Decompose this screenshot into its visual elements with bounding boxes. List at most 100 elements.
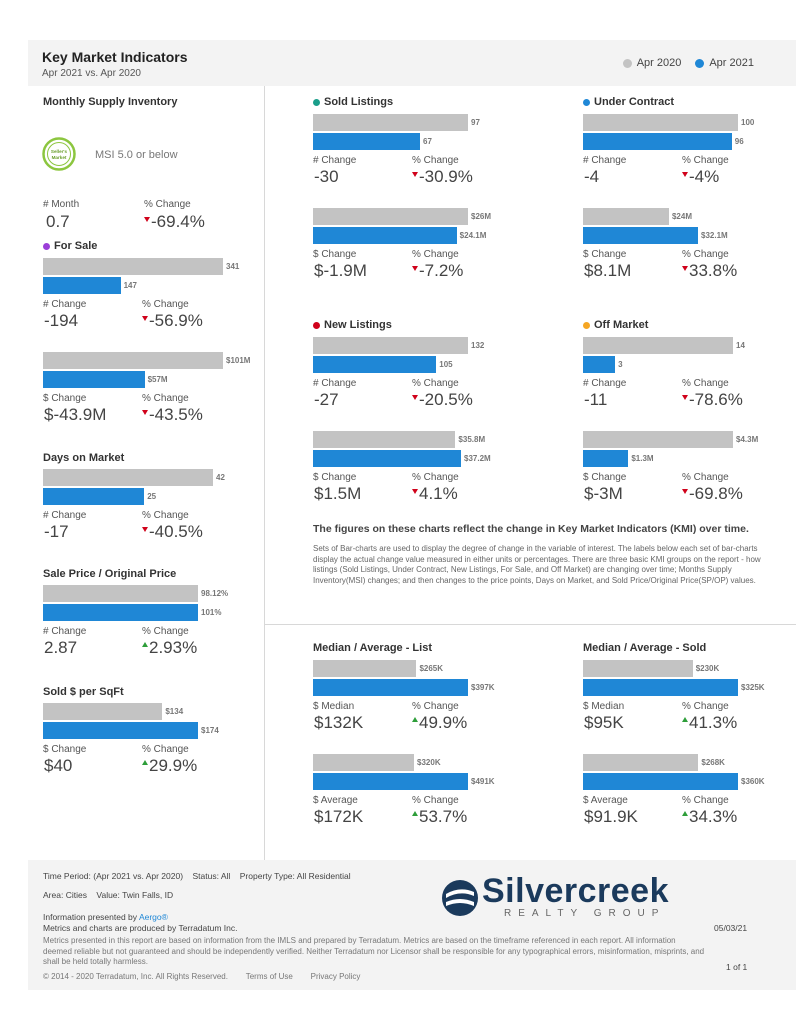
value-label: Value: bbox=[96, 890, 120, 900]
sale-price-orig-label-2021: 101% bbox=[201, 608, 222, 617]
msi-pct-text: -69.4% bbox=[151, 212, 205, 231]
sale-price-orig-pct-label: % Change bbox=[142, 626, 189, 637]
sale-price-orig-pct-text: 2.93% bbox=[149, 638, 198, 657]
footer-meta-line-1: Time Period: (Apr 2021 vs. Apr 2020) Sta… bbox=[43, 871, 351, 881]
new-listings-dollar-bar-2020 bbox=[313, 431, 456, 448]
for-sale-count-pct-value: -56.9% bbox=[142, 311, 203, 331]
new-listings-count-bar-2020 bbox=[313, 337, 468, 354]
legend-label: Apr 2021 bbox=[709, 57, 754, 69]
arrow-up-icon bbox=[682, 717, 688, 722]
under-contract-count-pct-value: -4% bbox=[682, 167, 719, 187]
for-sale-count-label-2021: 147 bbox=[123, 281, 137, 290]
sold-median-label-2021: $325K bbox=[741, 683, 765, 692]
days-on-market-change-label: # Change bbox=[43, 510, 87, 521]
for-sale-dollar-pct-label: % Change bbox=[142, 393, 189, 404]
sold-count-change-label: # Change bbox=[313, 155, 357, 166]
legend-label: Apr 2020 bbox=[636, 57, 682, 69]
under-contract-dollar-pct-value: 33.8% bbox=[682, 261, 737, 281]
sold-average-label-2020: $268K bbox=[701, 758, 725, 767]
list-median-pct-label: % Change bbox=[412, 701, 459, 712]
list-median-pct-value: 49.9% bbox=[412, 713, 467, 733]
under-contract-count-bar-2021 bbox=[583, 133, 732, 150]
for-sale-count-pct-label: % Change bbox=[142, 299, 189, 310]
sellers-market-badge-icon: Seller's Market bbox=[42, 137, 76, 171]
for-sale-dollar-bar-2021 bbox=[43, 371, 145, 388]
value-value: Twin Falls, ID bbox=[122, 890, 174, 900]
new-listings-dollar-pct-label: % Change bbox=[412, 472, 459, 483]
list-median-title: Median / Average - List bbox=[313, 642, 432, 654]
arrow-down-icon bbox=[412, 172, 418, 177]
page-number: 1 of 1 bbox=[726, 962, 748, 972]
under-contract-dollar-change-value: $8.1M bbox=[584, 261, 632, 280]
off-market-dollar-pct-label: % Change bbox=[682, 472, 729, 483]
under-contract-dollar-label-2020: $24M bbox=[671, 212, 692, 221]
new-listings-dollar-change-label: $ Change bbox=[313, 472, 357, 483]
chart-legend: Apr 2020 Apr 2021 bbox=[622, 57, 754, 69]
off-market-dollar-bar-2021 bbox=[583, 450, 629, 467]
sold-per-sqft-bar-2021 bbox=[43, 722, 198, 739]
presented-by-label: Information presented by bbox=[43, 912, 138, 922]
page-title: Key Market Indicators bbox=[42, 49, 188, 65]
for-sale-count-label-2020: 341 bbox=[226, 262, 240, 271]
arrow-down-icon bbox=[142, 527, 148, 532]
for-sale-dollar-label-2020: $101M bbox=[226, 356, 251, 365]
under-contract-dollar-bar-2020 bbox=[583, 208, 669, 225]
sold-average-change-label: $ Average bbox=[583, 795, 628, 806]
sold-count-title-text: Sold Listings bbox=[324, 96, 394, 108]
off-market-count-bar-2020 bbox=[583, 337, 733, 354]
off-market-dollar-pct-value: -69.8% bbox=[682, 484, 743, 504]
produced-by: Metrics and charts are produced by Terra… bbox=[43, 923, 238, 933]
list-median-bar-2021 bbox=[313, 679, 468, 696]
sold-dollar-pct-label: % Change bbox=[412, 249, 459, 260]
footer-links: © 2014 - 2020 Terradatum, Inc. All Right… bbox=[43, 972, 360, 983]
under-contract-count-title-text: Under Contract bbox=[594, 96, 675, 108]
arrow-down-icon bbox=[682, 489, 688, 494]
new-listings-count-label-2021: 105 bbox=[439, 360, 453, 369]
privacy-link[interactable]: Privacy Policy bbox=[310, 972, 361, 981]
sold-dollar-change-label: $ Change bbox=[313, 249, 357, 260]
off-market-dollar-change-value: $-3M bbox=[584, 484, 623, 503]
list-median-change-value: $132K bbox=[314, 713, 364, 732]
under-contract-count-pct-label: % Change bbox=[682, 155, 729, 166]
new-listings-count-title-text: New Listings bbox=[324, 319, 392, 331]
report-header: Key Market Indicators Apr 2021 vs. Apr 2… bbox=[28, 40, 796, 86]
sold-average-pct-text: 34.3% bbox=[689, 807, 738, 826]
new-listings-count-pct-text: -20.5% bbox=[419, 390, 473, 409]
terms-link[interactable]: Terms of Use bbox=[245, 972, 293, 981]
sold-average-pct-label: % Change bbox=[682, 795, 729, 806]
arrow-down-icon bbox=[142, 316, 148, 321]
logo-mark-icon bbox=[442, 880, 478, 916]
msi-pct-value: -69.4% bbox=[144, 212, 205, 232]
sold-median-bar-2021 bbox=[583, 679, 738, 696]
silvercreek-logo: Silvercreek REALTY GROUP bbox=[440, 872, 700, 922]
list-median-label-2020: $265K bbox=[419, 664, 444, 673]
sold-count-title: Sold Listings bbox=[313, 96, 393, 108]
msi-month-value: 0.7 bbox=[46, 212, 70, 231]
title-dot-icon bbox=[583, 98, 590, 106]
sold-median-pct-text: 41.3% bbox=[689, 713, 738, 732]
arrow-down-icon bbox=[412, 266, 418, 271]
for-sale-count-change-label: # Change bbox=[43, 299, 87, 310]
new-listings-count-pct-value: -20.5% bbox=[412, 390, 473, 410]
new-listings-count-change-value: -27 bbox=[314, 390, 339, 409]
svg-text:Market: Market bbox=[52, 155, 67, 160]
new-listings-count-pct-label: % Change bbox=[412, 378, 459, 389]
list-average-label-2021: $491K bbox=[471, 777, 495, 786]
aergo-link[interactable]: Aergo® bbox=[138, 912, 168, 922]
for-sale-count-pct-text: -56.9% bbox=[149, 311, 203, 330]
off-market-dollar-label-2020: $4.3M bbox=[736, 435, 759, 444]
new-listings-dollar-bar-2021 bbox=[313, 450, 461, 467]
new-listings-count-change-label: # Change bbox=[313, 378, 357, 389]
sale-price-orig-label-2020: 98.12% bbox=[201, 589, 229, 598]
sold-median-change-label: $ Median bbox=[583, 701, 625, 712]
sold-median-title: Median / Average - Sold bbox=[583, 642, 706, 654]
svg-text:Seller's: Seller's bbox=[51, 149, 68, 154]
disclaimer: Metrics presented in this report are bas… bbox=[43, 936, 705, 966]
msi-pct-label: % Change bbox=[144, 199, 191, 210]
sold-count-bar-2021 bbox=[313, 133, 421, 150]
sold-average-bar-2020 bbox=[583, 754, 699, 771]
sale-price-orig-title: Sale Price / Original Price bbox=[43, 568, 176, 580]
days-on-market-title: Days on Market bbox=[43, 452, 124, 464]
sale-price-orig-change-label: # Change bbox=[43, 626, 87, 637]
sold-count-pct-text: -30.9% bbox=[419, 167, 473, 186]
